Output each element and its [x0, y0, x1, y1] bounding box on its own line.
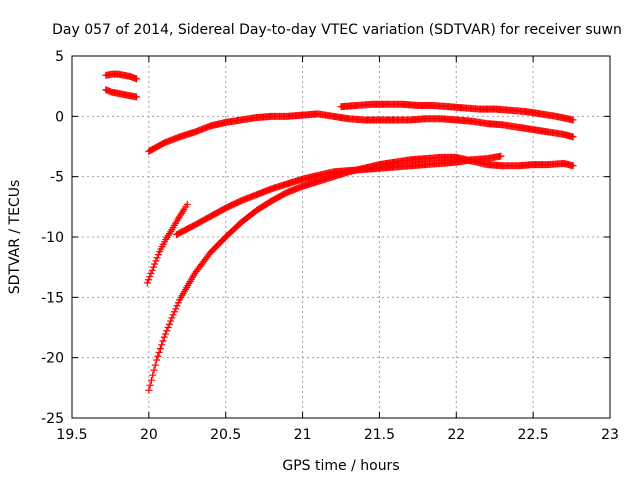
data-point: [174, 299, 182, 307]
data-point: [149, 263, 157, 271]
data-point: [497, 152, 505, 160]
data-point: [155, 348, 163, 356]
x-tick-label: 20.5: [210, 427, 241, 443]
x-tick-label: 19.5: [56, 427, 87, 443]
x-tick-label: 22.5: [518, 427, 549, 443]
data-point: [146, 381, 154, 389]
data-point: [569, 162, 577, 170]
data-point: [147, 269, 155, 277]
series-track-b: [102, 86, 141, 101]
data-point: [154, 352, 162, 360]
data-point: [143, 279, 151, 287]
y-tick-label: -5: [50, 170, 64, 186]
data-point: [145, 386, 153, 394]
data-point: [153, 254, 161, 262]
data-point: [164, 324, 172, 331]
chart-title: Day 057 of 2014, Sidereal Day-to-day VTE…: [52, 22, 622, 38]
series-track-d: [337, 100, 577, 124]
data-point: [158, 341, 166, 349]
x-tick-label: 21: [294, 427, 312, 443]
data-point: [168, 314, 176, 322]
series-track-c: [145, 110, 577, 155]
data-point: [133, 75, 141, 83]
data-point: [169, 311, 177, 319]
y-axis-label: SDTVAR / TECUs: [7, 180, 23, 295]
y-tick-label: -20: [41, 351, 64, 367]
data-point: [152, 257, 160, 265]
data-marks: [102, 70, 577, 394]
data-point: [146, 273, 154, 281]
data-point: [154, 251, 162, 259]
series-track-g: [145, 153, 577, 394]
data-point: [151, 260, 159, 268]
data-point: [150, 366, 158, 374]
data-point: [167, 317, 175, 325]
data-point: [151, 361, 159, 369]
data-point: [160, 333, 168, 341]
data-point: [183, 200, 191, 208]
y-tick-label: -15: [41, 290, 64, 306]
x-axis-label: GPS time / hours: [282, 458, 399, 474]
data-point: [162, 330, 170, 338]
data-point: [147, 376, 155, 384]
data-point: [163, 327, 171, 335]
y-tick-label: 0: [55, 109, 64, 125]
y-tick-label: -10: [41, 230, 64, 246]
data-point: [569, 116, 577, 124]
data-point: [149, 371, 157, 379]
series-track-a: [102, 70, 141, 83]
x-tick-label: 23: [601, 427, 619, 443]
data-point: [156, 345, 164, 353]
x-tick-label: 20: [140, 427, 158, 443]
x-tick-label: 22: [447, 427, 465, 443]
series-track-e: [143, 200, 191, 287]
data-point: [133, 93, 141, 101]
data-point: [145, 276, 153, 284]
data-point: [165, 320, 173, 328]
data-point: [170, 308, 178, 316]
data-point: [569, 133, 577, 141]
data-point: [153, 356, 161, 364]
data-point: [148, 266, 156, 274]
x-tick-label: 21.5: [364, 427, 395, 443]
data-point: [173, 302, 181, 310]
axis-ticks: 19.5 20 20.5 21 21.5 22 22.5 23 -25 -20 -15 -10 -5 0 5: [41, 49, 619, 443]
y-tick-label: 5: [55, 49, 64, 65]
data-point: [172, 305, 180, 313]
series-track-f: [173, 152, 505, 239]
y-tick-label: -25: [41, 411, 64, 427]
data-point: [159, 337, 167, 345]
